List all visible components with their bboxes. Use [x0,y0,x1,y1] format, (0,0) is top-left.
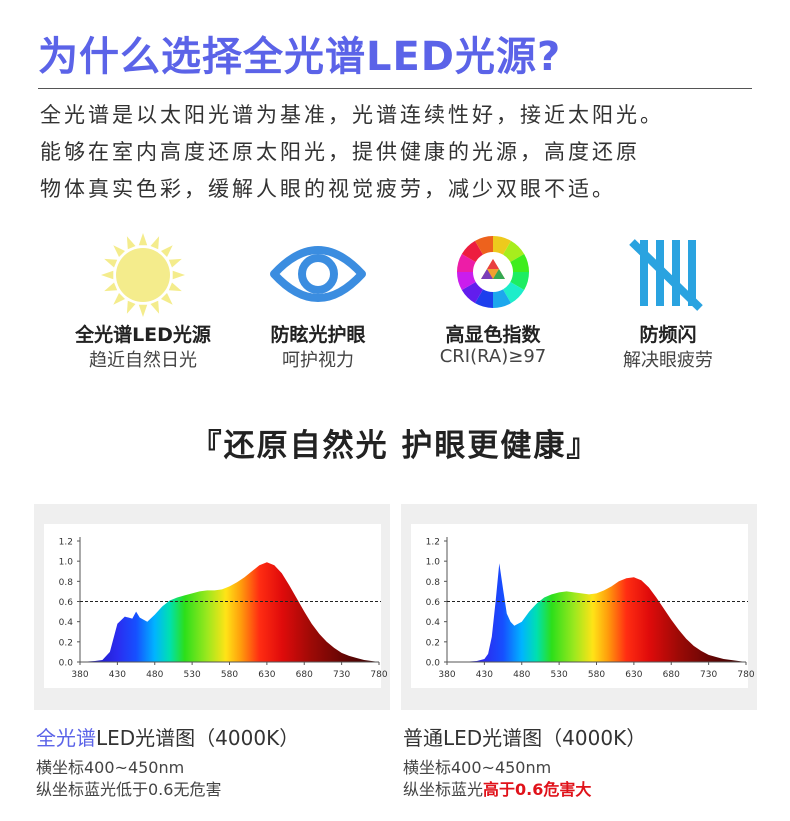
y-tick-label: 0.2 [59,638,73,648]
page-title: 为什么选择全光谱LED光源? [38,34,562,80]
y-tick-label: 1.0 [426,558,441,568]
y-tick-label: 0.8 [59,578,74,588]
color-wheel-icon [457,236,529,308]
note-line: 纵坐标蓝光低于0.6无危害 [36,779,221,801]
x-tick-label: 580 [588,670,605,680]
eye-icon [270,246,366,302]
color-wheel-segment [475,236,493,255]
spectrum-chart-full: 0.0 0.2 0.4 0.6 0.8 1.0 1.2 380 430 480 530 580 630 6… [34,504,390,710]
note-text: 纵坐标蓝光低于0.6无危害 [36,780,222,799]
color-wheel-segment [503,282,525,304]
x-tick-label: 480 [513,670,530,680]
sun-ray [138,304,148,317]
color-wheel-segment [503,240,525,262]
chart-note-normal: 横坐标400~450nm 纵坐标蓝光高于0.6危害大 [403,757,591,801]
x-tick-label: 580 [221,670,238,680]
feature-name: 防频闪 [639,324,697,346]
sun-ray [104,282,118,292]
x-tick-label: 430 [476,670,493,680]
color-wheel-segment [510,272,529,290]
x-tick-label: 480 [146,670,163,680]
color-wheel-segment [493,289,511,308]
sun-ray [101,270,114,280]
y-tick-label: 1.0 [59,558,74,568]
caption-text: LED光谱图（4000K） [96,726,300,750]
sun-ray [150,300,160,314]
color-wheel-segment [510,254,529,272]
spectrum-area [447,563,746,662]
feature-name: 防眩光护眼 [270,324,366,346]
y-tick-label: 1.2 [59,538,73,548]
intro-line: 能够在室内高度还原太阳光，提供健康的光源，高度还原 [40,140,640,164]
x-tick-label: 430 [109,670,126,680]
x-tick-label: 380 [71,670,88,680]
y-tick-label: 0.6 [59,598,74,608]
intro-line: 物体真实色彩，缓解人眼的视觉疲劳，减少双眼不适。 [40,177,616,201]
color-wheel-segment [461,240,483,262]
x-tick-label: 630 [625,670,642,680]
caption-highlight: 全光谱 [36,726,96,750]
x-tick-label: 780 [370,670,387,680]
sun-icon [101,233,185,317]
sun-ray [161,293,173,305]
chart-caption-full: 全光谱LED光谱图（4000K） [36,722,299,751]
sun-ray [150,236,160,250]
spectrum-area [80,562,379,662]
feature-name: 高显色指数 [445,324,541,346]
sun-ray [168,282,182,292]
y-tick-label: 0.0 [426,659,441,669]
sun-ray [126,236,136,250]
flicker-icon [629,239,703,311]
chart-caption-normal: 普通LED光谱图（4000K） [403,722,646,751]
sun-ray [126,300,136,314]
title-divider [38,88,752,89]
color-wheel-segment [457,272,476,290]
feature-desc: 趋近自然日光 [89,350,197,371]
sun-ray [104,258,118,268]
chart-note-full: 横坐标400~450nm 纵坐标蓝光低于0.6无危害 [36,757,221,801]
slogan: 『还原自然光 护眼更健康』 [190,428,600,464]
note-line: 横坐标400~450nm [403,758,552,777]
sun-ray [113,245,125,257]
y-tick-label: 0.2 [426,638,440,648]
intro-paragraph: 全光谱是以太阳光谱为基准，光谱连续性好，接近太阳光。 能够在室内高度还原太阳光，… [40,97,760,208]
note-line: 横坐标400~450nm [36,758,185,777]
color-wheel-segment [493,236,511,255]
feature-desc: 解决眼疲劳 [623,350,713,371]
feature-desc: 呵护视力 [282,350,354,371]
y-tick-label: 1.2 [426,538,440,548]
x-tick-label: 680 [663,670,680,680]
x-tick-label: 530 [184,670,201,680]
color-wheel-segment [461,282,483,304]
color-wheel-segment [475,289,493,308]
spectrum-chart-svg: 0.0 0.2 0.4 0.6 0.8 1.0 1.2 380 430 480 530 580 630 6… [426,537,755,680]
x-tick-label: 380 [438,670,455,680]
y-tick-label: 0.4 [59,618,74,628]
sun-ray [113,293,125,305]
spectrum-chart-normal: 0.0 0.2 0.4 0.6 0.8 1.0 1.2 380 430 480 530 580 630 6… [401,504,757,710]
y-tick-label: 0.4 [426,618,441,628]
x-tick-label: 630 [258,670,275,680]
x-tick-label: 730 [333,670,350,680]
note-line: 纵坐标蓝光高于0.6危害大 [403,779,591,801]
caption-text: 普通LED光谱图（4000K） [403,726,647,750]
sun-ray [161,245,173,257]
x-tick-label: 680 [296,670,313,680]
sun-ray [168,258,182,268]
sun-ray [138,233,148,246]
y-tick-label: 0.6 [426,598,441,608]
y-tick-label: 0.0 [59,659,74,669]
feature-desc: CRI(RA)≥97 [439,346,547,367]
x-tick-label: 730 [700,670,717,680]
intro-line: 全光谱是以太阳光谱为基准，光谱连续性好，接近太阳光。 [40,103,664,127]
sun-ray [172,270,185,280]
note-warning: 高于0.6危害大 [483,780,592,799]
spectrum-chart-svg: 0.0 0.2 0.4 0.6 0.8 1.0 1.2 380 430 480 530 580 630 6… [59,537,388,680]
feature-name: 全光谱LED光源 [75,324,211,346]
x-tick-label: 530 [551,670,568,680]
color-wheel-segment [457,254,476,272]
note-text: 纵坐标蓝光 [403,780,484,799]
x-tick-label: 780 [737,670,754,680]
y-tick-label: 0.8 [426,578,441,588]
